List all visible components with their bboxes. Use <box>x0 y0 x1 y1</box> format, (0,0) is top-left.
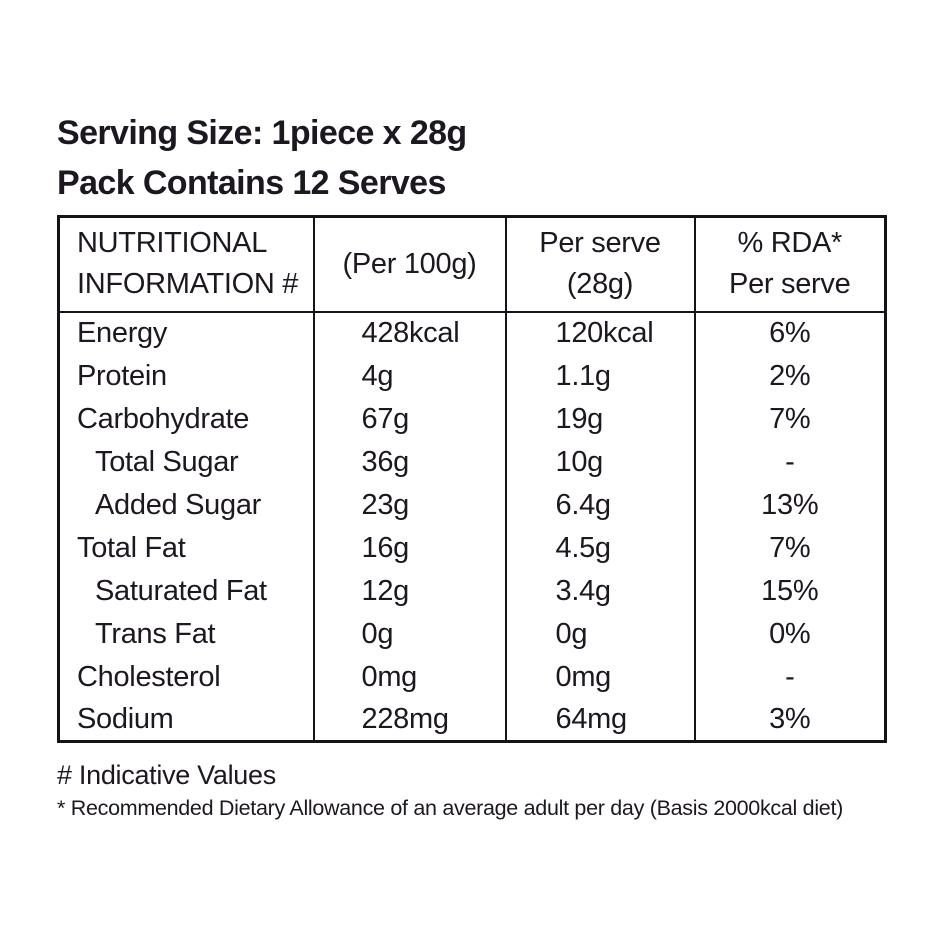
value-rda-per-serve: 13% <box>693 483 886 527</box>
pack-contains-heading: Pack Contains 12 Serves <box>57 164 446 202</box>
nutrient-label: Protein <box>77 359 167 392</box>
value-per-serve: 0g <box>504 612 695 656</box>
nutrient-label: Saturated Fat <box>95 574 267 607</box>
value-per-serve: 10g <box>504 440 695 484</box>
table-row: Energy 428kcal 120kcal 6% <box>59 311 886 355</box>
value-per-serve: 3.4g <box>504 569 695 613</box>
header-line: (Per 100g) <box>342 247 477 280</box>
header-line: (28g) <box>566 268 634 301</box>
table-row: Total Fat 16g 4.5g 7% <box>59 526 886 570</box>
table-row: Protein 4g 1.1g 2% <box>59 354 886 398</box>
header-per-serve: Per serve (28g) <box>504 216 695 313</box>
nutrient-label: Cholesterol <box>77 660 221 693</box>
nutrition-table: NUTRITIONAL INFORMATION # (Per 100g) Per… <box>57 215 887 743</box>
nutrient-label: Energy <box>77 317 168 349</box>
header-line: Per serve <box>729 268 851 301</box>
footnote-rda-definition: * Recommended Dietary Allowance of an av… <box>57 796 843 820</box>
value-rda-per-serve: 2% <box>693 354 886 398</box>
value-per-100g: 4g <box>312 354 506 398</box>
value-per-100g: 428kcal <box>312 311 506 355</box>
table-row: Sodium 228mg 64mg 3% <box>59 698 886 742</box>
header-line: INFORMATION # <box>77 268 299 301</box>
nutrient-label: Total Sugar <box>95 445 239 478</box>
value-per-100g: 0g <box>312 612 506 656</box>
value-per-100g: 16g <box>312 526 506 570</box>
table-row: Total Sugar 36g 10g - <box>59 440 886 484</box>
table-row: Carbohydrate 67g 19g 7% <box>59 397 886 441</box>
value-rda-per-serve: 15% <box>693 569 886 613</box>
value-rda-per-serve: - <box>693 655 886 699</box>
value-per-serve: 4.5g <box>504 526 695 570</box>
value-rda-per-serve: 3% <box>693 698 886 742</box>
header-line: NUTRITIONAL <box>77 227 268 260</box>
value-rda-per-serve: 0% <box>693 612 886 656</box>
value-rda-per-serve: 6% <box>693 311 886 355</box>
value-per-100g: 23g <box>312 483 506 527</box>
value-rda-per-serve: 7% <box>693 526 886 570</box>
value-per-100g: 12g <box>312 569 506 613</box>
value-per-100g: 36g <box>312 440 506 484</box>
value-per-100g: 67g <box>312 397 506 441</box>
nutrient-label: Sodium <box>77 702 174 735</box>
value-rda-per-serve: - <box>693 440 886 484</box>
header-rda-per-serve: % RDA* Per serve <box>693 216 886 313</box>
serving-size-heading: Serving Size: 1piece x 28g <box>57 114 467 152</box>
value-per-100g: 228mg <box>312 698 506 742</box>
value-rda-per-serve: 7% <box>693 397 886 441</box>
nutrient-label: Carbohydrate <box>77 402 250 435</box>
nutrient-label: Total Fat <box>77 531 186 564</box>
footnote-indicative-values: # Indicative Values <box>57 760 276 790</box>
header-line: % RDA* <box>737 227 843 260</box>
header-line: Per serve <box>539 227 661 260</box>
nutrient-label: Trans Fat <box>95 617 216 650</box>
header-per-100g: (Per 100g) <box>312 216 506 313</box>
footnotes: # Indicative Values * Recommended Dietar… <box>57 757 884 824</box>
value-per-serve: 6.4g <box>504 483 695 527</box>
nutrition-label: Serving Size: 1piece x 28g Pack Contains… <box>57 108 887 824</box>
value-per-serve: 19g <box>504 397 695 441</box>
table-row: Trans Fat 0g 0g 0% <box>59 612 886 656</box>
value-per-100g: 0mg <box>312 655 506 699</box>
nutrient-label: Added Sugar <box>95 488 261 521</box>
table-header-row: NUTRITIONAL INFORMATION # (Per 100g) Per… <box>58 216 886 313</box>
value-per-serve: 120kcal <box>504 311 695 355</box>
table-row: Saturated Fat 12g 3.4g 15% <box>59 569 886 613</box>
value-per-serve: 0mg <box>504 655 695 699</box>
table-row: Added Sugar 23g 6.4g 13% <box>59 483 886 527</box>
header-nutritional-information: NUTRITIONAL INFORMATION # <box>58 216 314 313</box>
value-per-serve: 64mg <box>504 698 695 742</box>
value-per-serve: 1.1g <box>504 354 695 398</box>
table-row: Cholesterol 0mg 0mg - <box>59 655 886 699</box>
